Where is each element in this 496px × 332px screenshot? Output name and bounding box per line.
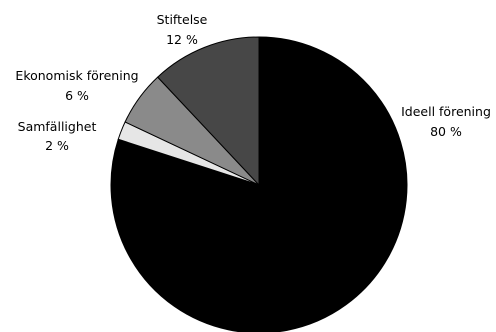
label-samfallighet-name: Samfällighet bbox=[18, 119, 97, 134]
label-ideell-forening-value: 80 % bbox=[430, 124, 462, 139]
label-samfallighet-value: 2 % bbox=[45, 138, 69, 153]
label-ekonomisk-forening-name: Ekonomisk förening bbox=[15, 68, 138, 83]
pie-slice-stiftelse bbox=[157, 36, 260, 186]
label-stiftelse-value: 12 % bbox=[166, 32, 198, 47]
label-ideell-forening-name: Ideell förening bbox=[401, 104, 491, 119]
label-ekonomisk-forening-value: 6 % bbox=[65, 88, 89, 103]
pie-slices bbox=[110, 36, 408, 332]
label-stiftelse-name: Stiftelse bbox=[157, 12, 208, 27]
